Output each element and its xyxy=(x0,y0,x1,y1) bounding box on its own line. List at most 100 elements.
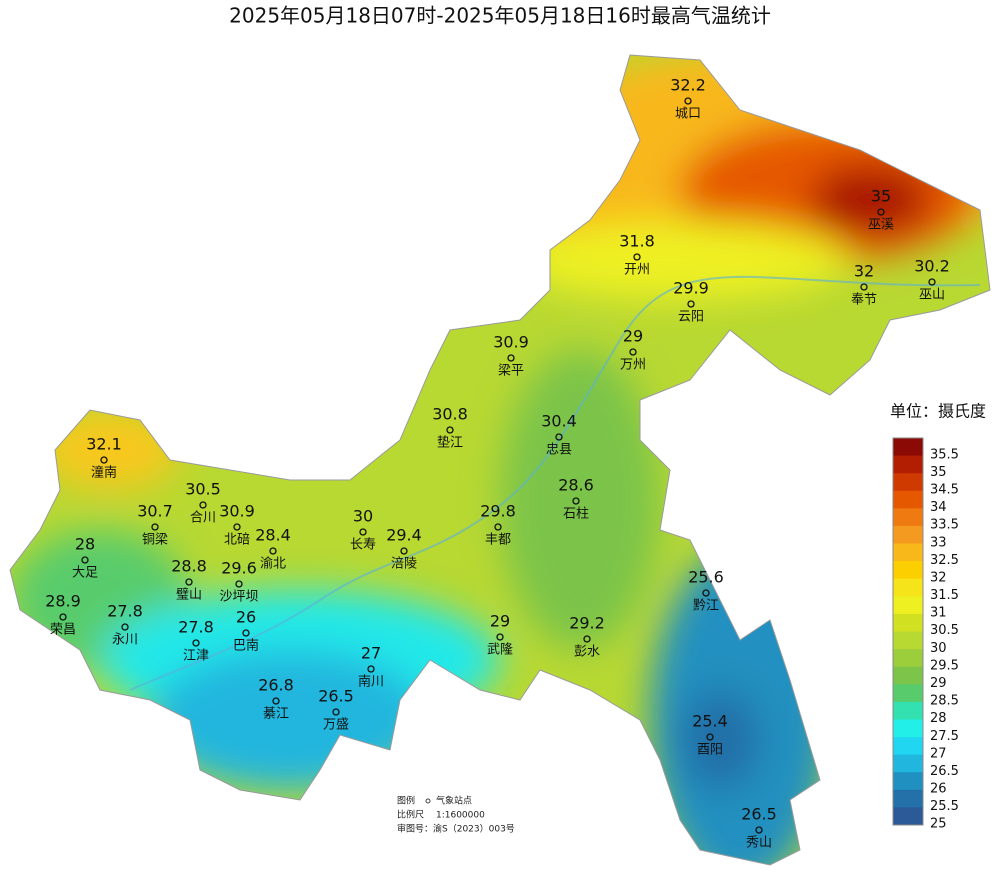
legend-label: 29 xyxy=(930,676,947,691)
legend-swatch xyxy=(893,438,923,457)
station-value: 35 xyxy=(871,187,891,206)
station-name: 永川 xyxy=(112,633,138,648)
station-name: 奉节 xyxy=(851,293,877,308)
legend-swatch xyxy=(893,455,923,474)
station-dot xyxy=(583,635,591,643)
legend-swatch xyxy=(893,561,923,580)
station-value: 30.9 xyxy=(219,502,255,521)
legend-label: 28 xyxy=(930,711,947,726)
legend-swatch xyxy=(893,754,923,773)
station-value: 27.8 xyxy=(178,618,214,637)
station-name: 大足 xyxy=(72,566,98,581)
station-name: 梁平 xyxy=(498,364,524,379)
legend-swatch xyxy=(893,789,923,808)
legend-label: 33.5 xyxy=(930,518,959,533)
station-value: 26.8 xyxy=(258,676,294,695)
station-name: 潼南 xyxy=(91,465,117,481)
boundary xyxy=(9,54,991,866)
legend-swatch xyxy=(893,508,923,527)
station-value: 29.4 xyxy=(386,526,422,545)
legend-swatch xyxy=(893,473,923,492)
station-value: 32.1 xyxy=(86,435,122,454)
station-value: 32 xyxy=(854,262,874,281)
station-value: 26.5 xyxy=(318,687,354,706)
station-value: 27 xyxy=(361,644,381,663)
station-name: 万州 xyxy=(620,358,646,373)
station-name: 彭水 xyxy=(574,645,600,660)
station-dot xyxy=(59,613,67,621)
legend-label: 32 xyxy=(930,570,947,585)
station-name: 丰都 xyxy=(485,533,511,548)
station-value: 29.2 xyxy=(569,614,605,633)
station-name: 荣昌 xyxy=(50,623,76,638)
station-value: 27.8 xyxy=(107,602,143,621)
station-dot xyxy=(928,278,936,286)
station-value: 29.9 xyxy=(673,279,709,298)
legend-label: 32.5 xyxy=(930,553,959,568)
legend-swatch xyxy=(893,596,923,615)
station-value: 28 xyxy=(75,535,95,554)
station-dot xyxy=(633,253,641,261)
legend-label: 27.5 xyxy=(930,729,959,744)
legend-label: 25 xyxy=(930,817,947,832)
station-dot xyxy=(269,547,277,555)
station-dot xyxy=(81,556,89,564)
approval: 审图号：渝S（2023）003号 xyxy=(397,823,515,835)
station-dot xyxy=(332,708,340,716)
station-dot xyxy=(555,433,563,441)
station-name: 巫山 xyxy=(919,288,945,303)
station-name: 云阳 xyxy=(678,310,704,325)
legend-label: 30.5 xyxy=(930,623,959,638)
legend-label: 29.5 xyxy=(930,658,959,673)
station-dot xyxy=(877,208,885,216)
station-value: 31.8 xyxy=(619,232,655,251)
station-name: 璧山 xyxy=(176,587,202,603)
station-dot xyxy=(121,623,129,631)
station-dot xyxy=(359,528,367,536)
legend-label: 26 xyxy=(930,782,947,797)
map-title: 2025年05月18日07时-2025年05月18日16时最高气温统计 xyxy=(229,4,771,28)
station-name: 垫江 xyxy=(437,435,463,451)
legend-swatch xyxy=(893,701,923,720)
station-dot xyxy=(199,501,207,509)
legend-swatch xyxy=(893,631,923,650)
station-dot xyxy=(494,523,502,531)
station-dot xyxy=(496,633,504,641)
legend-swatch xyxy=(893,613,923,632)
station-value: 29 xyxy=(490,612,510,631)
station-dot xyxy=(242,629,250,637)
legend-swatch xyxy=(893,649,923,668)
legend-swatch xyxy=(893,490,923,509)
station-name: 渝北 xyxy=(260,556,286,572)
legend-swatch xyxy=(893,807,923,826)
legend-swatch xyxy=(893,578,923,597)
station-value: 30.9 xyxy=(493,333,529,352)
station-dot xyxy=(233,523,241,531)
station-dot xyxy=(400,547,408,555)
station-name: 沙坪坝 xyxy=(219,590,258,605)
legend-label: 34 xyxy=(930,500,947,515)
legend-label: 26.5 xyxy=(930,764,959,779)
station-value: 30 xyxy=(353,507,373,526)
legend-label: 31 xyxy=(930,606,947,621)
station-value: 26 xyxy=(236,608,256,627)
station-name: 巴南 xyxy=(233,638,259,654)
station-value: 28.8 xyxy=(171,557,207,576)
station-name: 开州 xyxy=(624,263,650,278)
station-value: 28.9 xyxy=(45,592,81,611)
station-value: 30.5 xyxy=(185,480,221,499)
legend-label: 30 xyxy=(930,641,947,656)
station-dot xyxy=(192,639,200,647)
station-value: 25.4 xyxy=(692,712,728,731)
legend-label: 25.5 xyxy=(930,799,959,814)
station-dot xyxy=(572,497,580,505)
station-dot xyxy=(185,578,193,586)
legend-title: 单位：摄氏度 xyxy=(890,402,986,421)
legend-label: 35 xyxy=(930,465,947,480)
station-name: 忠县 xyxy=(546,443,572,458)
station-name: 石柱 xyxy=(563,507,589,522)
station-dot xyxy=(755,826,763,834)
station-dot xyxy=(151,523,159,531)
station-dot xyxy=(446,426,454,434)
